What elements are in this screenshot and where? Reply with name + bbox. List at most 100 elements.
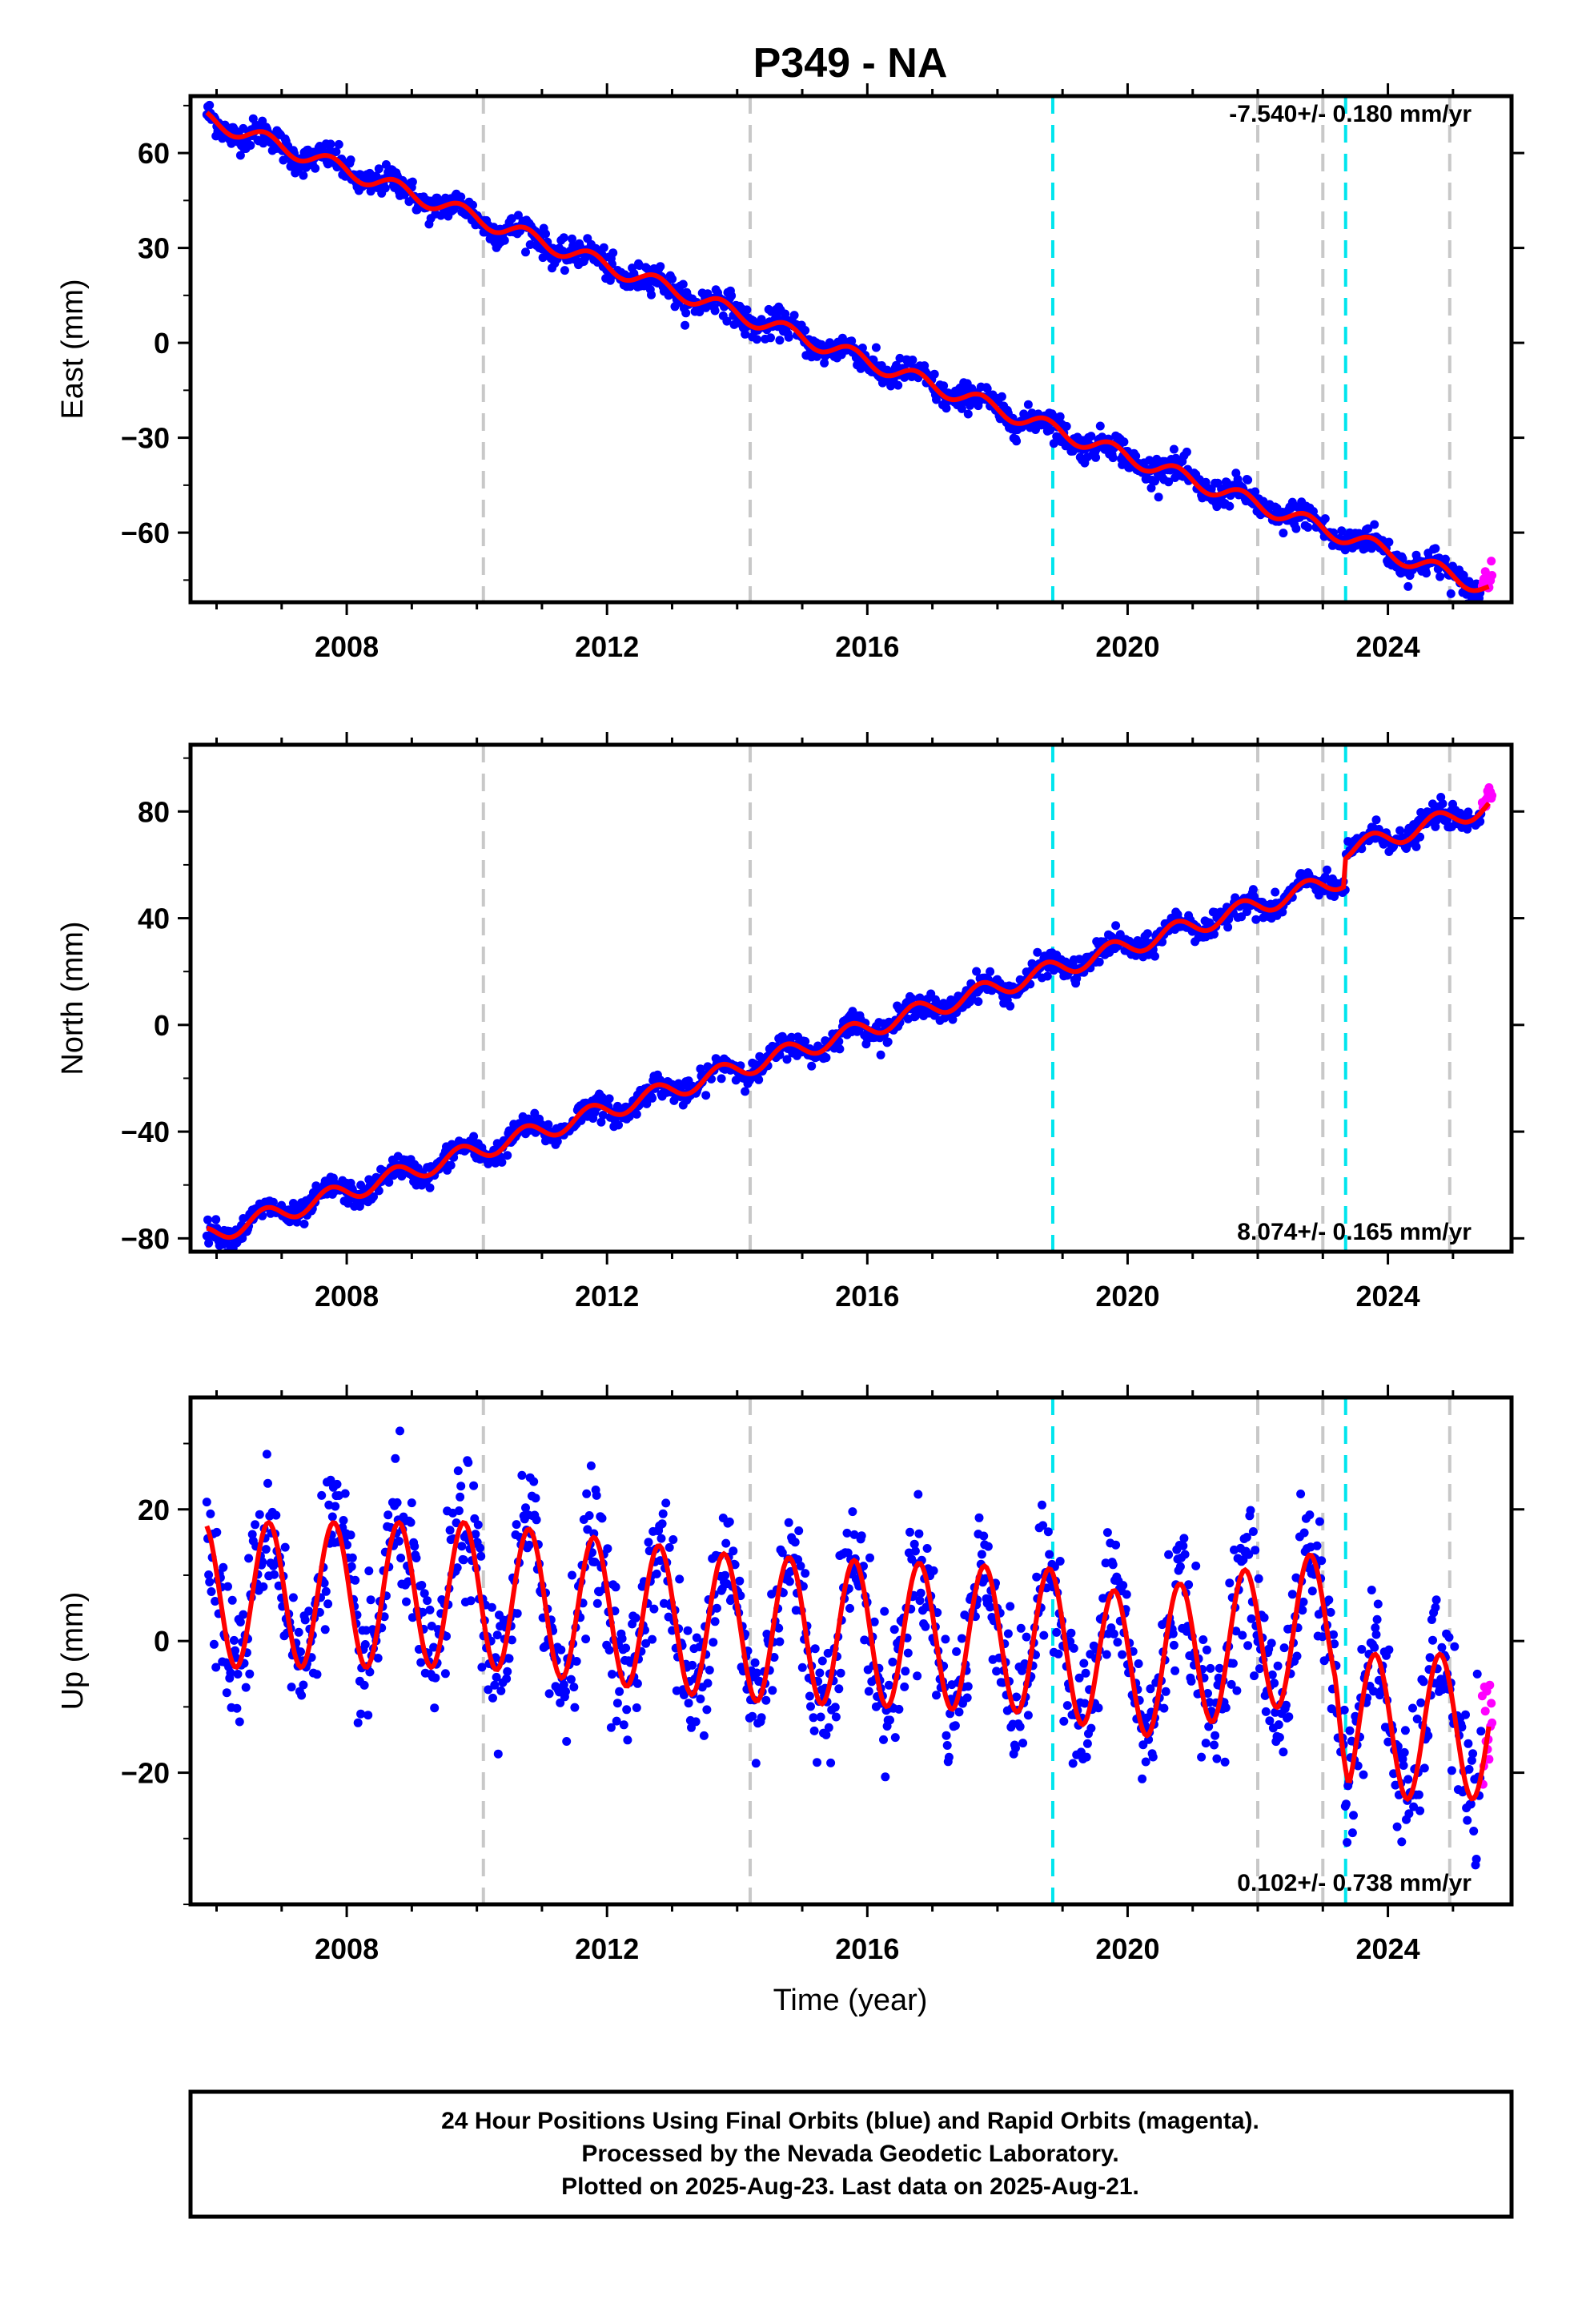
data-point [327,1512,337,1522]
data-point [820,358,829,368]
data-point [982,384,992,393]
data-point [1015,1722,1025,1731]
data-point [531,1494,540,1503]
data-point [845,1603,854,1613]
data-point [1403,1775,1413,1784]
data-point [731,1076,741,1085]
data-point [1066,1628,1076,1638]
data-point [331,1502,340,1511]
x-tick-label: 2012 [575,1280,639,1313]
data-point [1326,1607,1335,1617]
data-point [1184,1580,1194,1590]
data-point [809,1726,819,1735]
data-point [1312,1541,1322,1550]
y-tick-label: 0 [154,1009,170,1042]
data-point [1450,1642,1460,1651]
y-tick-label: −60 [121,517,170,549]
data-point [1409,1802,1419,1811]
data-point [1142,929,1152,939]
data-point [246,141,255,150]
x-tick-label: 2008 [315,630,379,663]
data-point [582,1489,592,1498]
model-fit-line [206,802,1491,1240]
data-point [430,1703,440,1713]
data-point [631,1613,640,1622]
data-point [1371,815,1381,825]
data-point [1371,1623,1380,1633]
data-point [1447,1766,1456,1775]
data-point [238,1233,247,1243]
data-point [632,1109,641,1119]
data-point [687,1723,696,1732]
data-point [905,1527,914,1537]
data-point [702,1705,712,1715]
data-point [681,308,691,318]
data-point [351,1575,360,1585]
data-point [383,1510,393,1520]
data-point [656,1534,666,1543]
data-point [211,1663,221,1672]
data-point [204,1238,214,1248]
data-point [299,1219,309,1228]
data-point [1464,1764,1474,1774]
data-point [963,409,973,419]
data-point [288,1593,298,1602]
data-point [1161,1687,1170,1696]
data-point [261,1545,271,1554]
data-point [469,1481,479,1490]
data-point [611,1582,620,1592]
data-point [211,1215,221,1224]
data-point [952,1647,962,1656]
data-point [1419,1763,1429,1773]
data-point [1180,1550,1190,1559]
x-tick-label: 2020 [1095,630,1159,663]
data-point [1018,1739,1028,1748]
data-point [821,1053,831,1063]
data-point [1191,1561,1201,1570]
data-point [592,1598,602,1608]
data-point [922,1544,932,1553]
data-point [484,1685,493,1695]
y-tick-label: 80 [138,795,170,828]
data-point [473,1520,483,1530]
data-point [1367,1586,1376,1594]
footer-box: 24 Hour Positions Using Final Orbits (bl… [188,2089,1514,2219]
model-fit-line [205,111,1490,593]
data-point [1267,1670,1277,1679]
x-axis-label: Time (year) [773,1984,928,2017]
data-point [790,1538,800,1547]
data-point [913,1671,922,1681]
data-point [596,1117,606,1127]
data-point [972,967,982,976]
data-point [1182,447,1191,456]
data-point [752,1668,761,1678]
data-point [255,1510,264,1519]
data-point [939,381,949,391]
data-point [657,1519,667,1529]
data-point [1062,421,1071,431]
data-point [741,1087,750,1096]
data-point [849,1530,859,1539]
data-point [1467,1755,1476,1765]
data-point [1012,1692,1022,1702]
data-point [612,1716,621,1726]
data-point [559,233,568,243]
data-point [1159,1703,1169,1713]
data-point [493,1749,503,1759]
data-point [459,1555,468,1565]
data-point [207,1587,216,1596]
data-point [416,1658,426,1667]
data-point [1111,921,1121,931]
data-point [604,1094,614,1104]
data-point [603,1544,612,1554]
data-point [722,316,732,326]
figure-title: P349 - NA [753,40,948,86]
data-point [735,1576,745,1586]
x-tick-label: 2008 [315,1280,379,1313]
data-point [1372,1614,1382,1624]
data-point [464,1458,473,1467]
data-point [930,369,939,379]
data-point [1179,1534,1189,1543]
data-point [263,1478,272,1488]
